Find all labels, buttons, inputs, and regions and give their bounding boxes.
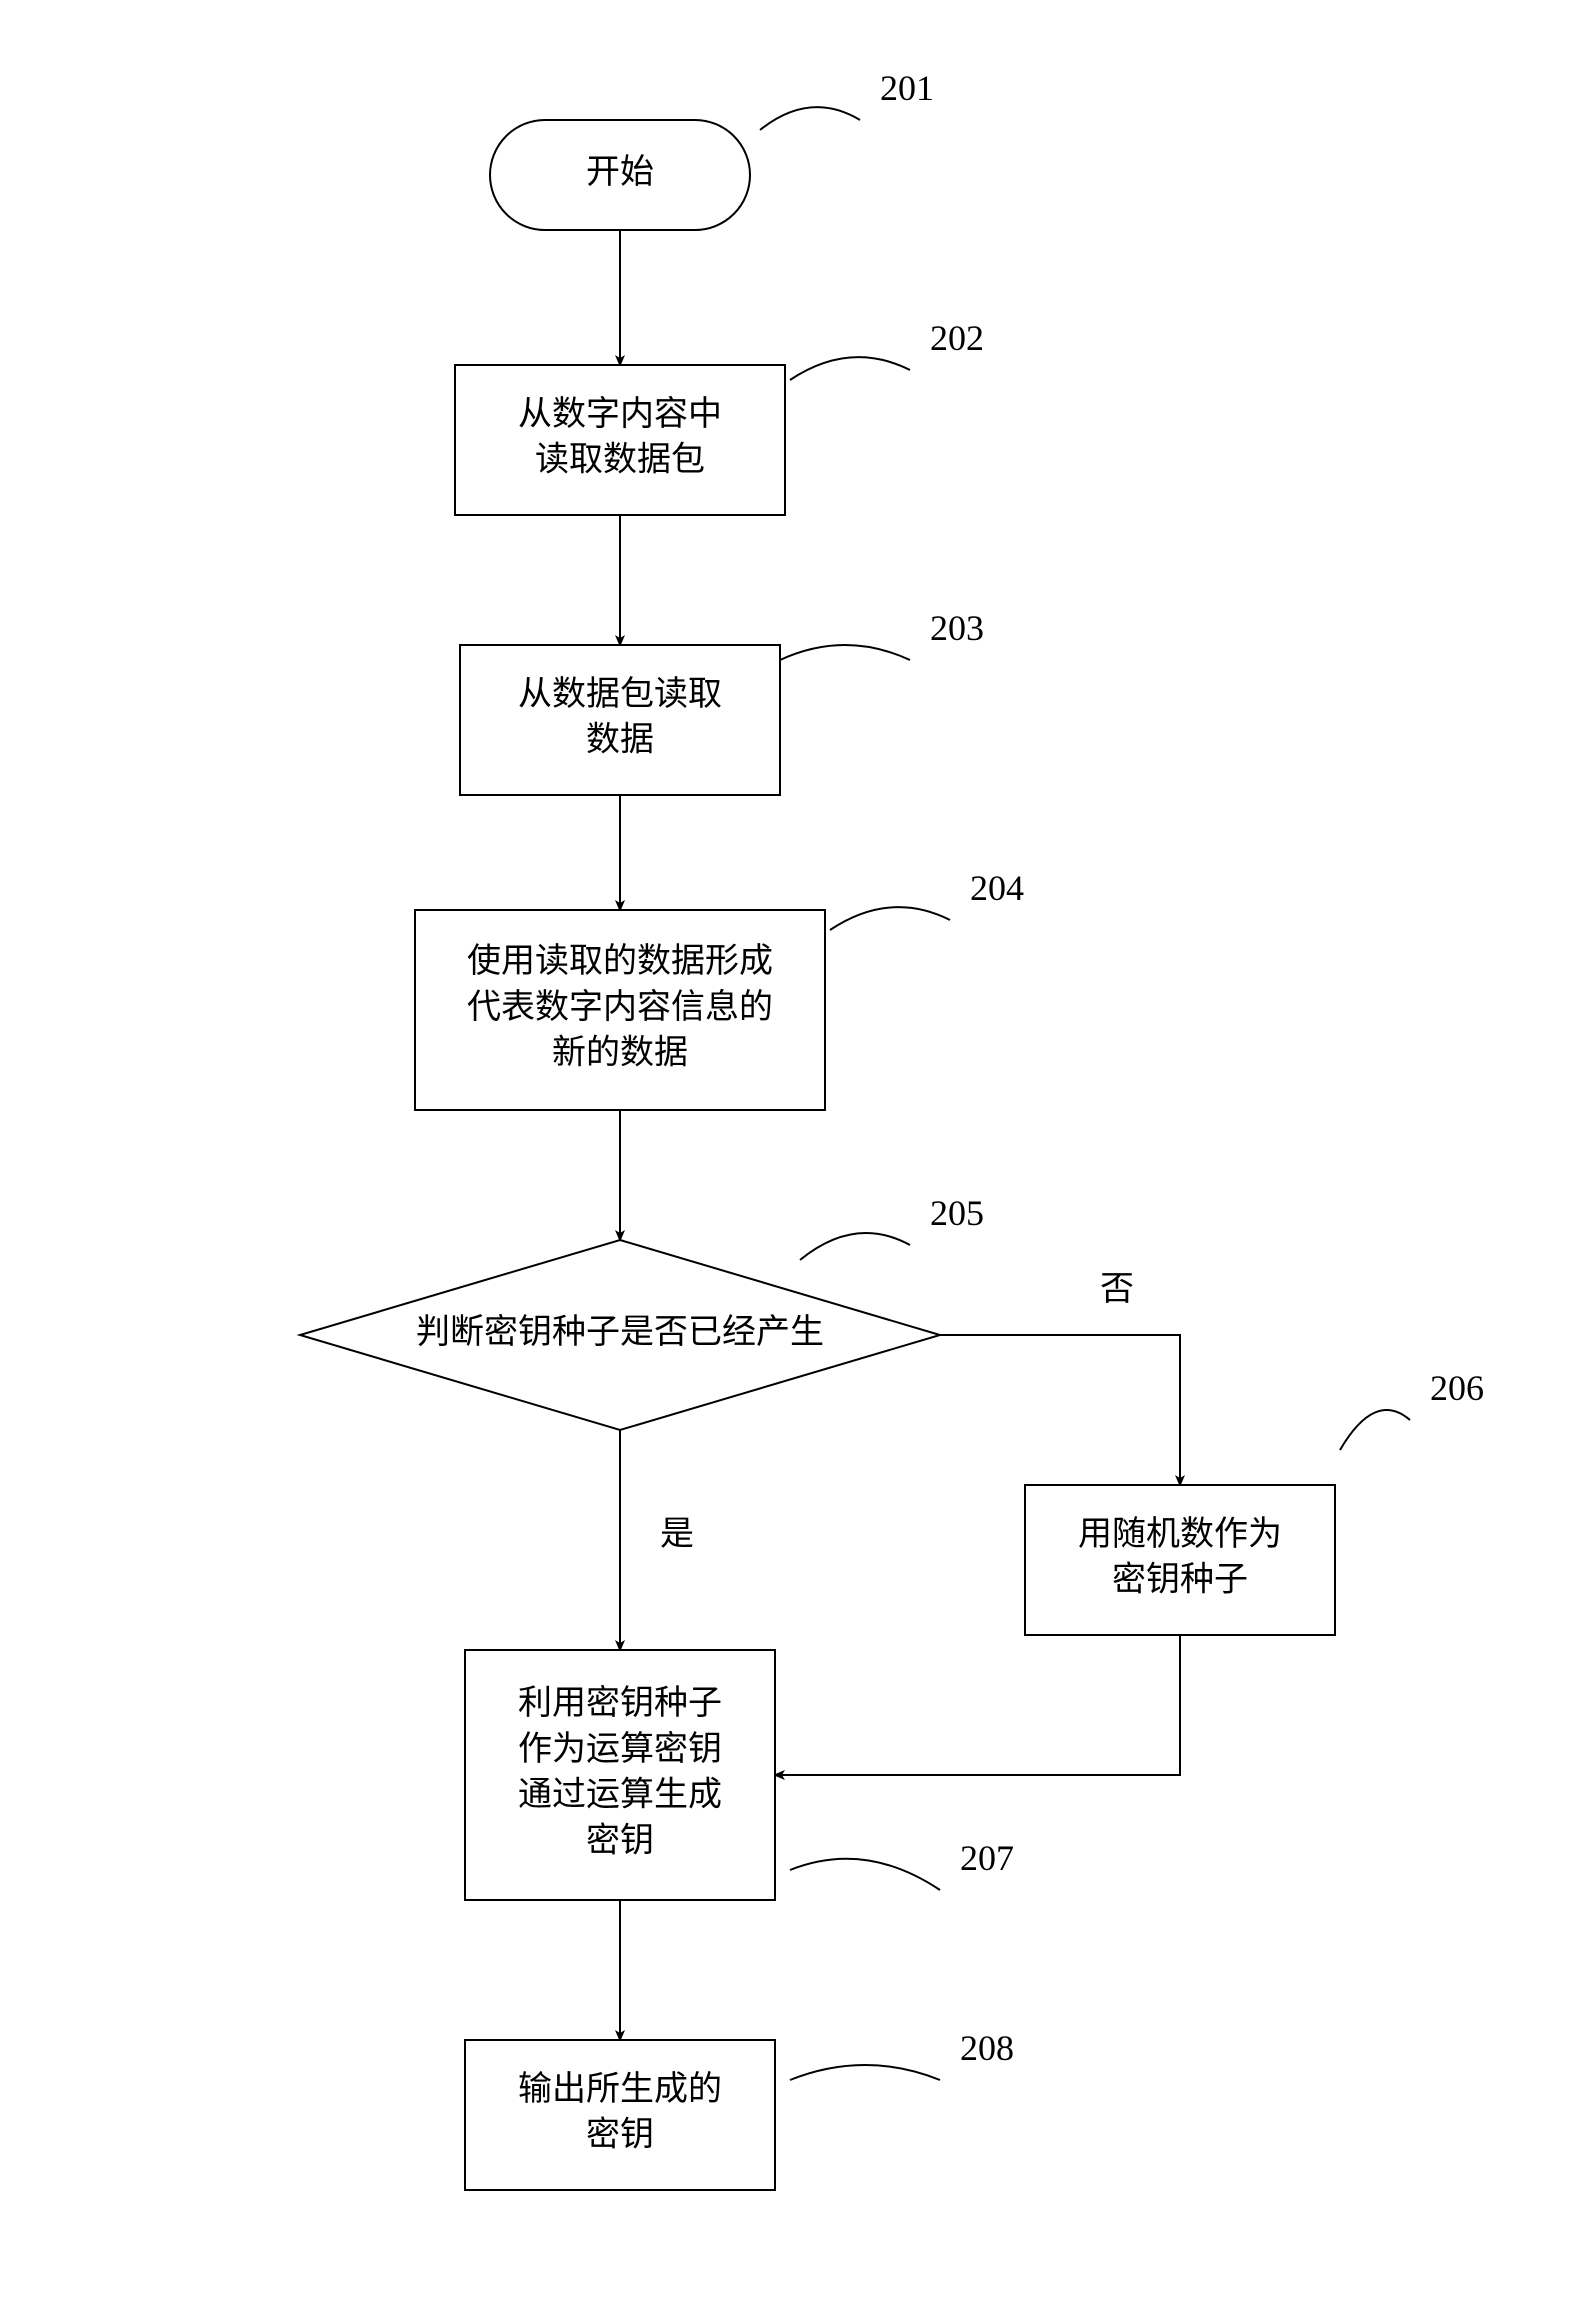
node-202: 从数字内容中读取数据包 (455, 365, 785, 515)
callout-leader (760, 107, 860, 130)
callout-leader (830, 907, 950, 930)
node-text: 通过运算生成 (518, 1776, 722, 1814)
edge (775, 1635, 1180, 1775)
node-203: 从数据包读取数据 (460, 645, 780, 795)
node-text: 从数字内容中 (518, 395, 722, 433)
node-text: 密钥 (586, 2116, 654, 2154)
node-201: 开始 (490, 120, 750, 230)
callout-label-203: 203 (930, 608, 984, 648)
callout-label-207: 207 (960, 1838, 1014, 1878)
node-text: 使用读取的数据形成 (467, 942, 773, 980)
node-204: 使用读取的数据形成代表数字内容信息的新的数据 (415, 910, 825, 1110)
callout-label-201: 201 (880, 68, 934, 108)
node-text: 用随机数作为 (1078, 1515, 1282, 1553)
node-text: 密钥种子 (1112, 1561, 1248, 1599)
callout-label-206: 206 (1430, 1368, 1484, 1408)
edge-label: 是 (660, 1516, 694, 1553)
node-text: 密钥 (586, 1822, 654, 1860)
callout-leader (800, 1233, 910, 1260)
node-207: 利用密钥种子作为运算密钥通过运算生成密钥 (465, 1650, 775, 1900)
callout-label-202: 202 (930, 318, 984, 358)
edge-label: 否 (1100, 1271, 1134, 1308)
callout-label-204: 204 (970, 868, 1024, 908)
flowchart-diagram: 是否开始从数字内容中读取数据包从数据包读取数据使用读取的数据形成代表数字内容信息… (0, 0, 1588, 2316)
node-text: 数据 (586, 721, 654, 759)
node-205: 判断密钥种子是否已经产生 (300, 1240, 940, 1430)
node-206: 用随机数作为密钥种子 (1025, 1485, 1335, 1635)
node-text: 作为运算密钥 (518, 1730, 722, 1768)
node-text: 判断密钥种子是否已经产生 (416, 1313, 824, 1351)
node-text: 从数据包读取 (518, 675, 722, 713)
callout-leader (780, 645, 910, 660)
callout-leader (790, 2065, 940, 2080)
node-text: 输出所生成的 (518, 2070, 722, 2108)
callout-label-208: 208 (960, 2028, 1014, 2068)
callout-leader (790, 1859, 940, 1890)
callout-leader (790, 357, 910, 380)
callout-leader (1340, 1410, 1410, 1450)
callout-label-205: 205 (930, 1193, 984, 1233)
node-text: 代表数字内容信息的 (467, 988, 773, 1026)
edge (940, 1335, 1180, 1485)
node-text: 读取数据包 (535, 441, 705, 479)
node-208: 输出所生成的密钥 (465, 2040, 775, 2190)
node-text: 利用密钥种子 (518, 1684, 722, 1722)
node-text: 新的数据 (552, 1034, 688, 1072)
node-text: 开始 (586, 153, 654, 191)
